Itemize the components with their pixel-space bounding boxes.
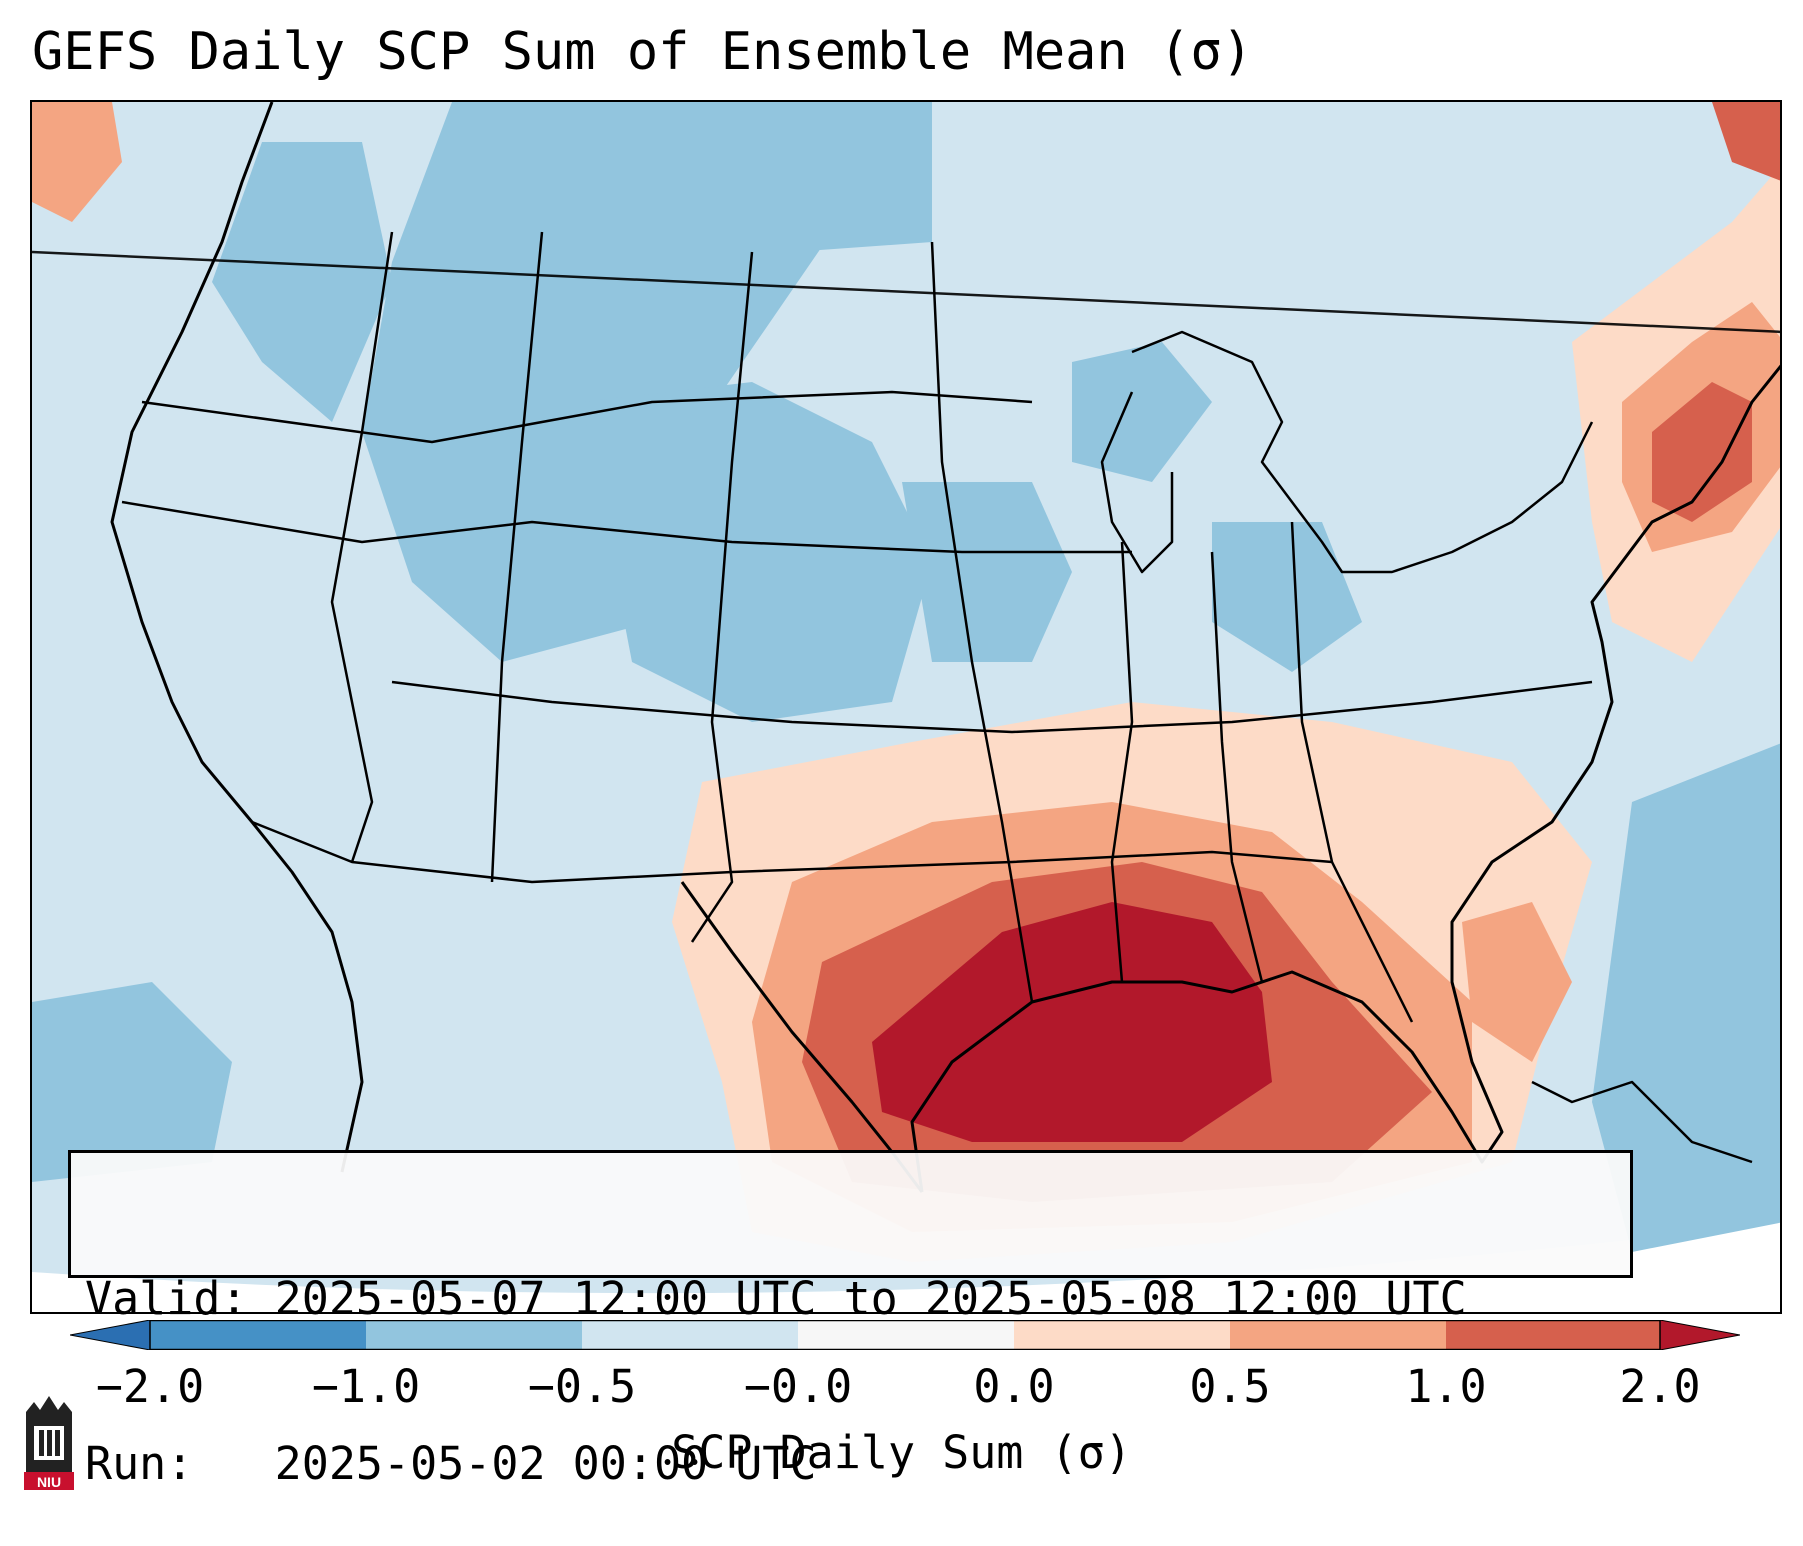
negative-anomaly-regions xyxy=(32,102,1780,1252)
maritimes-strong-positive xyxy=(1712,102,1780,181)
state-border-6 xyxy=(490,231,544,883)
colorbar-tick-label: 2.0 xyxy=(1619,1360,1701,1413)
colorbar xyxy=(70,1320,1740,1350)
iowa-negative xyxy=(902,482,1072,662)
southeast-coast-positive xyxy=(1462,902,1572,1062)
state-border-3 xyxy=(391,680,1593,734)
colorbar-tick-label: −0.0 xyxy=(743,1360,853,1413)
gulf-max-positive xyxy=(872,902,1272,1142)
boundaries xyxy=(32,102,1780,1193)
colorbar-tick-label: 1.0 xyxy=(1405,1360,1487,1413)
colorbar-bin-2 xyxy=(366,1320,582,1350)
colorbar-bin-1 xyxy=(150,1320,366,1350)
colorbar-tick-label: −0.5 xyxy=(527,1360,637,1413)
map-panel xyxy=(30,100,1782,1314)
great-lakes-negative xyxy=(1072,342,1212,482)
niu-logo: NIU xyxy=(24,1396,74,1490)
state-border-5 xyxy=(330,231,394,863)
central-plains-negative xyxy=(582,382,932,722)
new-england-strong-positive xyxy=(1652,382,1752,522)
great-lakes-outline xyxy=(1131,330,1594,574)
projection-edge xyxy=(32,1222,1780,1312)
chart-title: GEFS Daily SCP Sum of Ensemble Mean (σ) xyxy=(32,22,1253,82)
colorbar-tick-label: 0.5 xyxy=(1189,1360,1271,1413)
state-border-9 xyxy=(1110,541,1134,983)
colorbar-min-extend xyxy=(70,1320,151,1350)
pacific-negative xyxy=(32,982,232,1182)
colorbar-bin-6 xyxy=(1230,1320,1446,1350)
pacific-nw-offshore-positive xyxy=(32,102,122,222)
colorbar-tick-label: 0.0 xyxy=(973,1360,1055,1413)
colorbar-max-extend xyxy=(1659,1320,1740,1350)
lake-michigan xyxy=(1100,391,1174,574)
colorbar-tick-label: −1.0 xyxy=(311,1360,421,1413)
state-border-11 xyxy=(1290,521,1414,1023)
valid-time-text: Valid: 2025-05-07 12:00 UTC to 2025-05-0… xyxy=(85,1272,1467,1325)
colorbar-bin-3 xyxy=(582,1320,798,1350)
pacific-coastline xyxy=(110,102,364,1173)
caribbean-islands xyxy=(1531,1080,1753,1164)
state-border-7 xyxy=(690,251,754,943)
svg-text:NIU: NIU xyxy=(37,1474,61,1490)
atlantic-negative xyxy=(1592,743,1780,1252)
map-canvas xyxy=(32,102,1780,1312)
pacific-northwest-negative xyxy=(212,142,392,422)
colorbar-tick-label: −2.0 xyxy=(95,1360,205,1413)
state-border-2 xyxy=(121,500,1132,554)
state-border-10 xyxy=(1210,551,1264,983)
canada-border-approx xyxy=(32,250,1780,334)
colorbar-outline xyxy=(149,1320,1661,1350)
ohio-valley-negative xyxy=(1212,522,1362,672)
colorbar-bin-7 xyxy=(1446,1320,1660,1350)
northern-rockies-negative xyxy=(362,102,832,662)
state-border-8 xyxy=(930,241,1034,1003)
valid-run-info-box: Valid: 2025-05-07 12:00 UTC to 2025-05-0… xyxy=(68,1150,1633,1490)
gulf-atlantic-coastline xyxy=(910,364,1780,1193)
colorbar-bin-5 xyxy=(1014,1320,1230,1350)
canada-negative xyxy=(672,102,932,252)
colorbar-label: SCP Daily Sum (σ) xyxy=(671,1426,1132,1479)
colorbar-bin-4 xyxy=(798,1320,1014,1350)
run-time-text: Run: 2025-05-02 00:00 UTC xyxy=(85,1437,817,1490)
